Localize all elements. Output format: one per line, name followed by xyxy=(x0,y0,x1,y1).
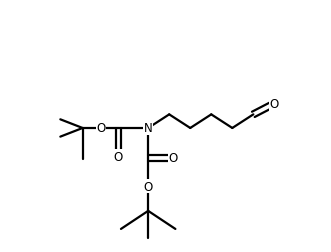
Text: O: O xyxy=(270,98,279,111)
Text: N: N xyxy=(144,122,153,135)
Text: O: O xyxy=(97,122,106,135)
Text: O: O xyxy=(168,151,177,165)
Text: O: O xyxy=(144,180,153,193)
Text: O: O xyxy=(114,150,123,163)
